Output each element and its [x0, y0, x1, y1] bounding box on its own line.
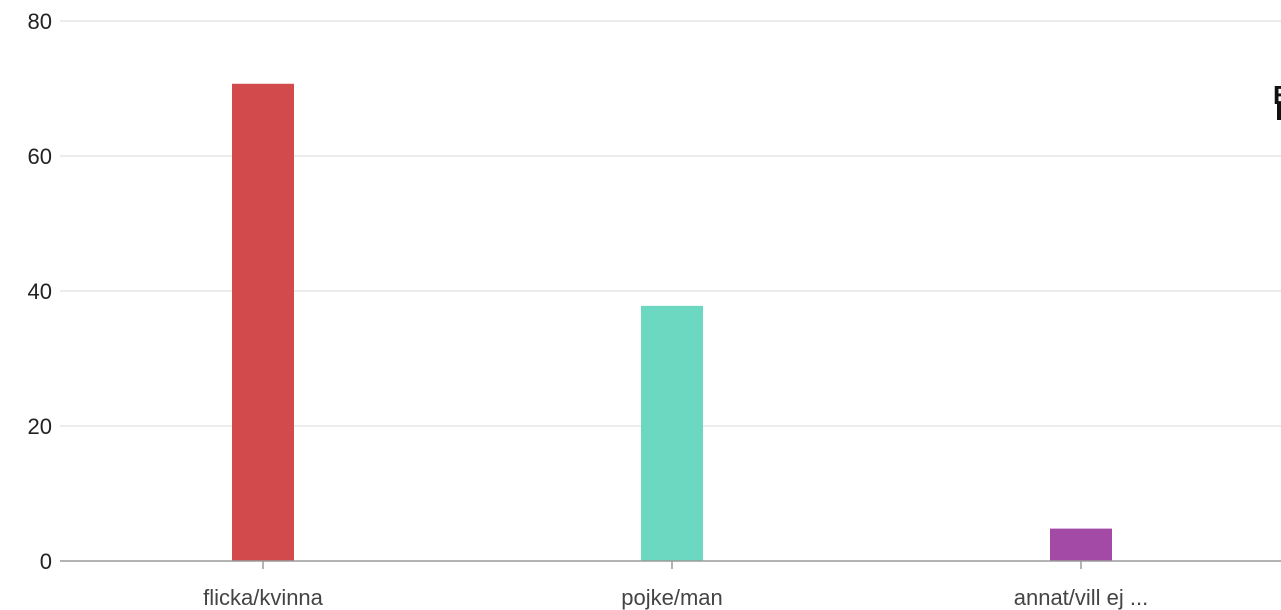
y-tick-label-80: 80 — [28, 9, 52, 34]
y-axis-tick-labels: 0 20 40 60 80 — [28, 9, 52, 574]
bar-1[interactable] — [641, 305, 703, 561]
y-tick-label-20: 20 — [28, 414, 52, 439]
bar-0[interactable] — [232, 83, 294, 562]
bar-2[interactable] — [1050, 528, 1112, 561]
legend-label-clipped: E — [1273, 80, 1281, 110]
x-tick-label-1: pojke/man — [621, 585, 723, 610]
bars — [232, 83, 1112, 562]
x-axis-ticks: flicka/kvinna pojke/man annat/vill ej ... — [203, 561, 1148, 610]
x-tick-label-0: flicka/kvinna — [203, 585, 324, 610]
y-tick-label-60: 60 — [28, 144, 52, 169]
y-tick-label-40: 40 — [28, 279, 52, 304]
y-tick-label-0: 0 — [40, 549, 52, 574]
legend-clipped-mark — [1277, 104, 1281, 120]
x-tick-label-2: annat/vill ej ... — [1014, 585, 1149, 610]
